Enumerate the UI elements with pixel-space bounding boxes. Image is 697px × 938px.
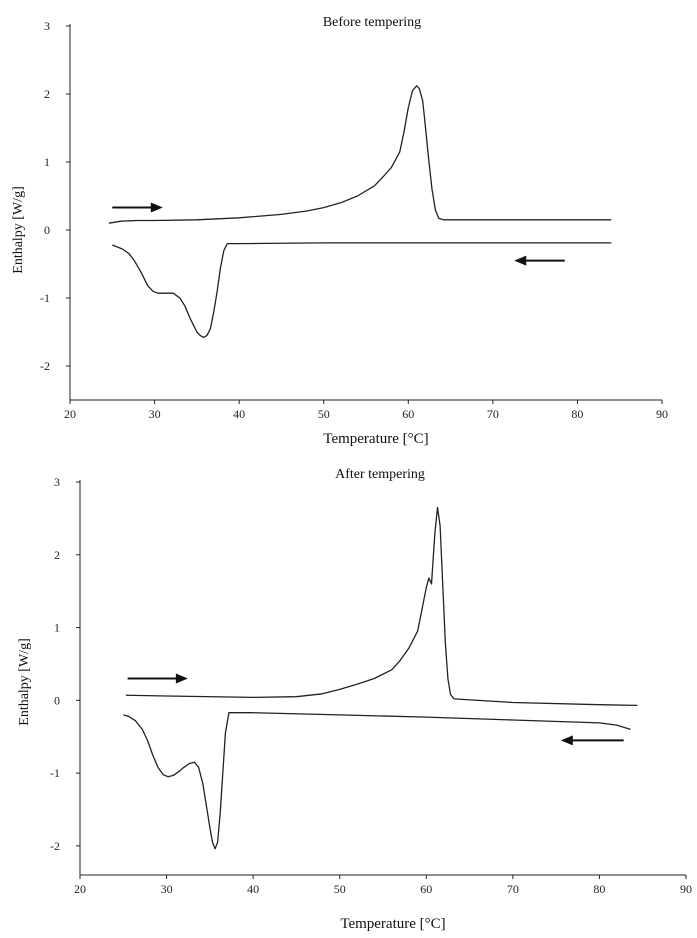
chart2-y-tick-label: -1 [50, 766, 60, 780]
chart2-cooling-curve [123, 712, 631, 850]
chart1-title: Before tempering [323, 15, 421, 30]
chart2-x-tick-label: 70 [507, 882, 519, 896]
chart2-y-tick-label: 1 [54, 621, 60, 635]
chart2-x-tick-label: 50 [334, 882, 346, 896]
chart2-x-axis-label: Temperature [°C] [340, 916, 445, 932]
chart1-y-tick-label: -2 [40, 359, 50, 373]
chart2-y-tick-label: -2 [50, 839, 60, 853]
chart2-x-tick-label: 90 [680, 882, 692, 896]
chart1-right-arrow-icon [112, 202, 163, 213]
chart1-y-axis-label: Enthalpy [W/g] [11, 186, 26, 273]
chart1-x-tick-label: 60 [402, 407, 414, 421]
chart1-left-arrow-icon [514, 255, 565, 266]
chart2-title: After tempering [335, 467, 425, 482]
chart2-x-tick-label: 40 [247, 882, 259, 896]
chart1-cooling-curve [112, 242, 612, 339]
chart2-y-tick-label: 3 [54, 475, 60, 489]
chart1-x-tick-label: 90 [656, 407, 668, 421]
chart2-y-axis-label: Enthalpy [W/g] [17, 638, 32, 725]
chart1-y-tick-label: 2 [44, 87, 50, 101]
chart2-x-tick-label: 80 [593, 882, 605, 896]
chart1-y-tick-label: 3 [44, 19, 50, 33]
chart-after-tempering: 20 30 40 50 60 70 80 90 -2 -1 0 1 2 3 After tempering T… [17, 467, 692, 932]
chart1-x-tick-label: 30 [149, 407, 161, 421]
chart1-y-tick-label: 1 [44, 155, 50, 169]
chart1-y-tick-label: -1 [40, 291, 50, 305]
chart2-x-tick-label: 20 [74, 882, 86, 896]
chart1-x-tick-label: 70 [487, 407, 499, 421]
chart-before-tempering: 20 30 40 50 60 70 80 90 -2 -1 0 1 2 3 Before tempering… [11, 15, 668, 447]
chart2-left-arrow-icon [560, 735, 624, 746]
chart1-x-axis-label: Temperature [°C] [323, 431, 428, 447]
chart2-y-tick-label: 2 [54, 548, 60, 562]
chart1-x-tick-label: 40 [233, 407, 245, 421]
chart2-right-arrow-icon [127, 673, 188, 684]
chart2-x-tick-label: 60 [420, 882, 432, 896]
chart1-y-tick-label: 0 [44, 223, 50, 237]
chart1-heating-curve [108, 85, 612, 224]
chart1-x-tick-label: 80 [571, 407, 583, 421]
chart2-heating-curve [125, 506, 638, 707]
chart2-y-tick-label: 0 [54, 693, 60, 707]
chart1-x-tick-label: 50 [318, 407, 330, 421]
chart1-x-tick-label: 20 [64, 407, 76, 421]
chart2-x-tick-label: 30 [161, 882, 173, 896]
